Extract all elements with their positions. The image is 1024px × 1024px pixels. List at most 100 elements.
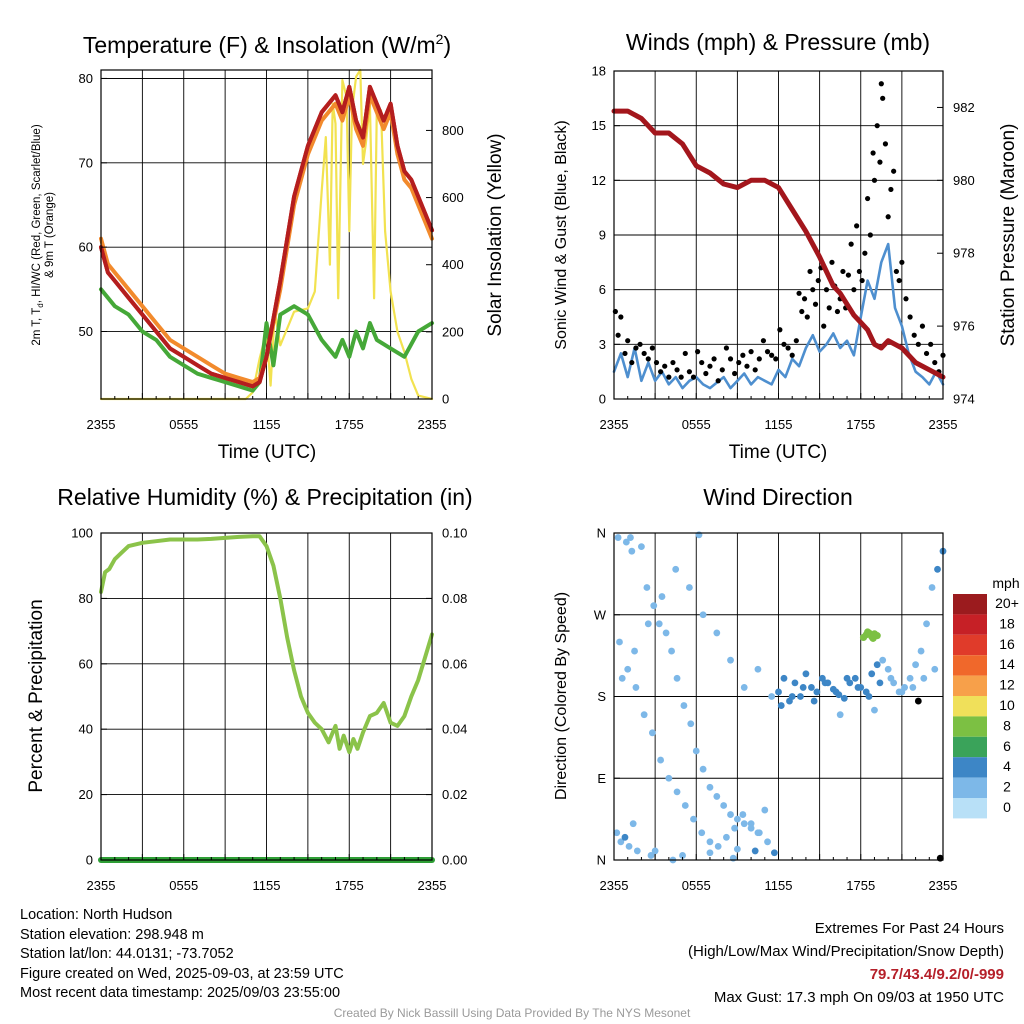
direction-point <box>698 829 706 837</box>
y-tick-label: 3 <box>599 337 606 352</box>
station-latlon: Station lat/lon: 44.0131; -73.7052 <box>20 946 234 963</box>
direction-point <box>640 711 648 719</box>
direction-point <box>751 847 759 855</box>
gust-point <box>829 259 835 265</box>
direction-point <box>887 674 895 682</box>
wind-direction-panel-title: Wind Direction <box>703 484 853 510</box>
colorbar-swatch <box>953 696 987 717</box>
direction-point <box>871 706 878 714</box>
gust-point <box>826 305 832 311</box>
direction-point <box>648 729 656 737</box>
direction-point <box>797 693 804 700</box>
right-tick-label: 0.02 <box>442 787 467 802</box>
y-tick-label: 50 <box>79 324 93 339</box>
direction-point <box>658 593 666 600</box>
right-tick-label: 982 <box>953 100 975 115</box>
max-gust: Max Gust: 17.3 mph On 09/03 at 1950 UTC <box>713 989 1004 1006</box>
direction-point <box>616 638 623 646</box>
gust-point <box>810 287 816 293</box>
gust-point <box>615 332 621 338</box>
right-tick-label: 974 <box>953 392 975 407</box>
station-location: Location: North Hudson <box>20 907 173 923</box>
direction-point <box>770 849 778 857</box>
direction-point <box>706 783 714 791</box>
gust-point <box>760 338 767 344</box>
pressure-right-axis-label: Station Pressure (Maroon) <box>998 124 1019 347</box>
direction-point <box>832 688 840 696</box>
direction-point <box>680 702 688 709</box>
colorbar-swatch <box>953 614 987 635</box>
right-tick-label: 200 <box>442 324 464 339</box>
gust-point <box>911 332 917 338</box>
direction-point <box>679 852 686 859</box>
right-tick-label: 0.06 <box>442 656 467 671</box>
gust-point <box>678 374 684 380</box>
direction-point <box>836 711 844 719</box>
gust-point <box>862 250 868 256</box>
x-tick-label: 2355 <box>929 417 958 432</box>
direction-point <box>713 793 721 800</box>
direction-point <box>840 694 848 702</box>
gust-point <box>899 259 905 265</box>
gust-point <box>699 359 705 366</box>
y-tick-label: 18 <box>592 64 606 79</box>
direction-point <box>650 602 658 610</box>
x-tick-label: 1155 <box>765 878 793 893</box>
y-tick-label: 6 <box>599 282 606 297</box>
gust-point <box>903 296 909 302</box>
x-tick-label: 1755 <box>846 417 875 432</box>
colorbar-label: 6 <box>1003 738 1011 754</box>
direction-point <box>928 584 936 591</box>
x-tick-label: 2355 <box>600 417 629 432</box>
direction-point <box>747 820 755 828</box>
direction-point <box>934 565 941 573</box>
direction-point <box>655 620 663 628</box>
gust-point <box>666 374 672 380</box>
direction-point <box>647 852 655 859</box>
gust-point <box>695 349 701 355</box>
colorbar-swatch <box>953 594 987 615</box>
direction-point <box>632 684 640 691</box>
right-tick-label: 980 <box>953 173 975 188</box>
gust-point <box>707 363 713 369</box>
gust-point <box>633 345 639 351</box>
direction-point <box>864 628 872 636</box>
x-tick-label: 0555 <box>169 417 198 432</box>
direction-point <box>740 820 748 828</box>
temperature-panel-title: Temperature (F) & Insolation (W/m2) <box>83 31 451 58</box>
x-tick-label: 2355 <box>418 417 447 432</box>
direction-point <box>617 838 625 846</box>
y-tick-label: 0 <box>599 392 606 407</box>
direction-point <box>624 665 632 673</box>
direction-point <box>869 634 877 642</box>
gust-point <box>658 369 664 375</box>
gust-point <box>888 186 894 193</box>
gust-point <box>715 378 721 384</box>
y-tick-label: N <box>597 853 606 868</box>
direction-point <box>673 674 681 682</box>
right-tick-label: 400 <box>442 257 464 272</box>
gust-point <box>891 168 897 174</box>
wind-direction-axis-label: Direction (Colored By Speed) <box>553 592 570 800</box>
gust-point <box>915 341 921 347</box>
extremes-title: Extremes For Past 24 Hours <box>814 920 1004 937</box>
humidity-left-axis-label: Percent & Precipitation <box>26 599 47 792</box>
direction-point <box>665 774 673 782</box>
humidity-panel: Relative Humidity (%) & Precipitation (i… <box>26 484 473 893</box>
gust-point <box>871 177 878 183</box>
y-tick-label: 60 <box>79 656 93 671</box>
direction-point <box>810 697 818 705</box>
series-line-pressure <box>611 108 946 380</box>
gust-point <box>823 287 830 293</box>
y-tick-label: 80 <box>79 71 93 86</box>
gust-point <box>649 345 655 351</box>
extremes-info: Extremes For Past 24 Hours (High/Low/Max… <box>688 917 1004 1009</box>
direction-point <box>638 543 645 551</box>
direction-point <box>898 688 906 696</box>
direction-point <box>687 720 695 728</box>
direction-point <box>775 688 782 696</box>
gust-point <box>874 123 880 129</box>
gust-point <box>893 268 899 275</box>
direction-point <box>808 684 815 691</box>
gust-point <box>804 314 810 320</box>
